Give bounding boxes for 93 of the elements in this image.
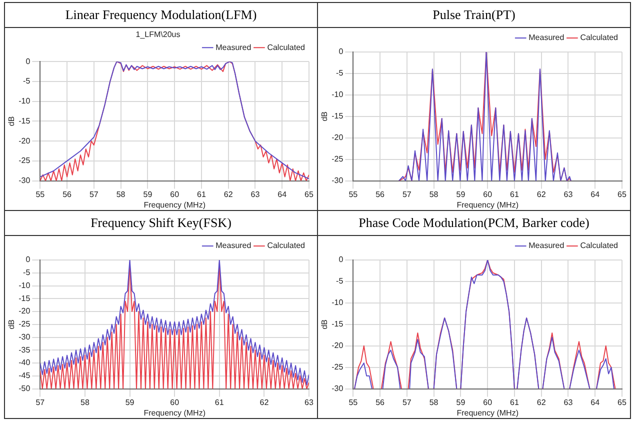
x-tick-label: 60 [170,190,180,199]
x-axis-title: Frequency (MHz) [144,408,206,418]
x-tick-label: 60 [170,398,180,407]
x-tick-label: 61 [197,190,206,199]
y-tick-label: -15 [18,116,31,126]
x-tick-label: 57 [89,190,99,199]
y-tick-label: -20 [332,341,344,350]
y-axis-title: dB [320,112,330,122]
x-tick-label: 55 [348,398,358,407]
x-tick-label: 56 [62,190,72,199]
y-tick-label: -15 [332,112,344,121]
x-tick-label: 58 [116,190,126,199]
x-tick-label: 61 [510,190,520,199]
y-tick-label: -10 [18,280,31,290]
x-tick-label: 62 [536,398,546,407]
y-tick-label: -40 [18,358,31,368]
x-tick-label: 64 [590,398,600,407]
y-tick-label: -5 [336,276,344,286]
x-tick-label: 59 [125,398,135,407]
x-tick-label: 55 [36,190,46,199]
y-tick-label: -20 [332,133,344,142]
x-tick-label: 62 [536,190,546,199]
y-tick-label: -5 [23,76,31,86]
x-axis-title: Frequency (MHz) [144,200,206,210]
legend-label: Measured [216,42,252,52]
x-tick-label: 63 [250,190,260,199]
x-tick-label: 57 [402,190,412,199]
x-tick-label: 59 [456,190,466,199]
y-tick-label: -25 [332,154,344,164]
x-tick-label: 60 [483,398,493,407]
legend-label: Calculated [580,241,618,250]
legend-label: Calculated [267,42,306,52]
y-tick-label: -25 [18,320,31,329]
x-tick-label: 57 [402,398,412,407]
x-tick-label: 58 [429,190,439,199]
y-tick-label: -35 [18,345,31,354]
x-tick-label: 65 [618,398,627,407]
x-tick-label: 56 [376,398,386,407]
y-tick-label: -15 [332,320,344,329]
x-tick-label: 61 [510,398,520,407]
y-tick-label: -50 [18,384,31,394]
y-tick-label: -15 [18,294,31,303]
y-tick-label: -45 [18,371,31,380]
chart-title: Frequency Shift Key(FSK) [4,210,318,236]
chart-title: Linear Frequency Modulation(LFM) [4,2,318,28]
y-tick-label: 0 [338,255,344,264]
y-tick-label: -10 [18,96,31,106]
x-axis-title: Frequency (MHz) [456,200,519,210]
x-tick-label: 62 [224,190,234,199]
y-tick-label: 0 [338,47,344,56]
chart-subtitle: 1_LFM\20us [136,30,180,40]
y-axis-title: dB [7,116,16,126]
x-tick-label: 63 [304,398,314,407]
y-tick-label: -10 [332,298,344,308]
legend-label: Measured [528,33,564,42]
x-tick-label: 60 [483,190,493,199]
y-axis-title: dB [7,320,16,330]
x-tick-label: 58 [429,398,439,407]
x-tick-label: 63 [564,190,574,199]
x-tick-label: 65 [304,190,314,199]
y-tick-label: -30 [18,332,31,342]
chart-title: Pulse Train(PT) [318,2,630,28]
legend-label: Calculated [267,241,306,250]
y-tick-label: -30 [332,384,344,394]
x-tick-label: 58 [80,398,90,407]
y-tick-label: -30 [18,176,31,186]
x-tick-label: 56 [376,190,386,199]
chart-title: Phase Code Modulation(PCM, Barker code) [318,210,630,236]
x-tick-label: 59 [456,398,466,407]
legend-label: Measured [528,241,564,250]
x-tick-label: 64 [278,190,288,199]
x-tick-label: 65 [618,190,627,199]
x-tick-label: 59 [143,190,153,199]
legend-label: Calculated [580,33,618,42]
y-tick-label: -10 [332,90,344,100]
y-tick-label: 0 [26,255,31,264]
legend-label: Measured [216,241,252,250]
y-tick-label: 0 [26,56,31,66]
y-tick-label: -20 [18,136,31,146]
y-tick-label: -20 [18,306,31,316]
y-tick-label: -5 [23,268,31,278]
y-tick-label: -25 [332,362,344,372]
x-tick-label: 64 [590,190,600,199]
x-tick-label: 57 [36,398,46,407]
x-tick-label: 55 [348,190,358,199]
x-tick-label: 62 [260,398,270,407]
y-tick-label: -30 [332,176,344,186]
x-tick-label: 61 [214,398,224,407]
y-tick-label: -5 [336,68,344,78]
y-tick-label: -25 [18,156,31,166]
x-axis-title: Frequency (MHz) [456,408,519,418]
x-tick-label: 63 [564,398,574,407]
y-axis-title: dB [320,320,330,330]
